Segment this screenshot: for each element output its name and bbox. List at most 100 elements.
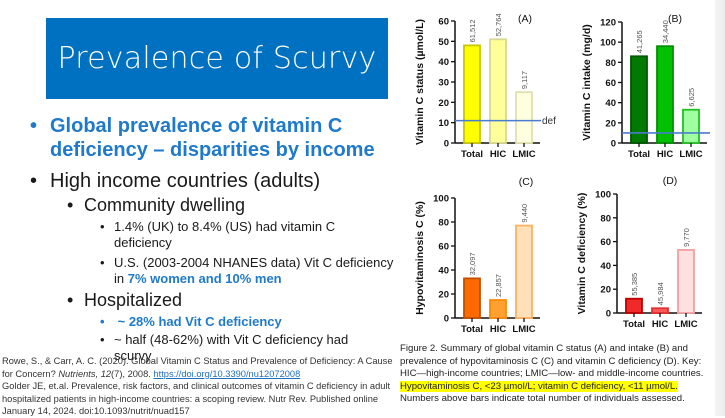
references: Rowe, S., & Carr, A. C. (2020). Global V… — [2, 355, 397, 418]
bar-n-label: 32,097 — [468, 252, 477, 275]
bar-hic — [489, 299, 507, 319]
bar-hic — [656, 45, 674, 144]
bar-n-label: 61,512 — [468, 19, 477, 42]
bullet-nhanes-cont: in 7% women and 10% men — [114, 271, 282, 287]
y-tick-label: 50 — [438, 37, 449, 48]
bar-n-label: 52,764 — [494, 13, 503, 36]
y-tick-label: 80 — [605, 58, 616, 69]
bar-total — [630, 55, 648, 144]
right-edge-shadow — [715, 0, 725, 416]
y-tick-label: 40 — [605, 98, 616, 109]
figure-caption: Figure 2. Summary of global vitamin C st… — [400, 343, 715, 406]
y-tick-label: 80 — [438, 218, 449, 229]
bar-n-label: 9,117 — [520, 71, 529, 89]
chart-panel-c: 0 20 40 60 80 100 Hypovitaminosis C (%) (C) Tota… — [414, 176, 540, 335]
bar-n-label: 6,625 — [687, 88, 696, 107]
y-tick-label: 80 — [600, 213, 611, 224]
slide-title: Prevalence of Scurvy — [57, 41, 377, 76]
reference-golder: Golder JE, et.al. Prevalence, risk facto… — [2, 381, 391, 416]
bar-n-label: 9,440 — [520, 204, 529, 223]
bullet-global-prevalence-cont: deficiency – disparities by income — [50, 139, 375, 161]
chart-panel-a: 0 10 20 30 40 50 60 Vitamin C status (µmol/L) (A… — [414, 13, 556, 160]
caption-tail: Numbers above bars indicate total number… — [400, 393, 685, 405]
x-tick-label: HIC — [652, 319, 669, 330]
chart-panel-b: 0 20 40 60 80 100 120 Vitamin C intake (mg/d) (B… — [581, 13, 710, 160]
bar-n-label: 55,385 — [630, 273, 639, 296]
x-tick-label: LMIC — [512, 149, 535, 160]
reference-line-label: def — [542, 116, 556, 127]
bullet-uk-us-range-cont: deficiency — [114, 235, 172, 250]
y-tick-label: 20 — [605, 118, 616, 129]
bar-n-label: 34,440 — [661, 20, 670, 43]
bar-lmic — [515, 224, 533, 319]
y-tick-label: 0 — [444, 139, 449, 150]
y-tick-label: 100 — [595, 190, 611, 201]
bar-n-label: 22,857 — [494, 274, 503, 297]
y-tick-label: 60 — [600, 237, 611, 248]
y-tick-label: 100 — [433, 194, 449, 205]
panel-label: (D) — [663, 175, 678, 187]
panel-label: (B) — [668, 13, 682, 25]
y-tick-label: 120 — [600, 18, 616, 29]
y-axis-label: Vitamin C deficiency (%) — [576, 193, 588, 315]
chart-panel-d: 0 20 40 60 80 100 Vitamin C deficiency (%) (D) T… — [576, 175, 702, 330]
bullet-community-dwelling: Community dwelling — [67, 195, 245, 216]
x-tick-label: Total — [461, 149, 483, 160]
y-tick-label: 100 — [600, 38, 616, 49]
x-tick-label: Total — [461, 324, 483, 335]
y-tick-label: 40 — [438, 57, 449, 68]
x-tick-label: Total — [623, 319, 645, 330]
y-axis-label: Vitamin C status (µmol/L) — [414, 19, 426, 145]
x-tick-label: HIC — [490, 149, 507, 160]
x-tick-label: HIC — [657, 149, 674, 160]
bar-hic — [651, 307, 669, 314]
nhanes-highlight: 7% women and 10% men — [127, 271, 282, 286]
bar-total — [463, 44, 481, 144]
bar-n-label: 9,770 — [682, 228, 691, 247]
y-tick-label: 0 — [444, 314, 449, 325]
bullet-uk-us-range: 1.4% (UK) to 8.4% (US) had vitamin C — [100, 219, 335, 235]
bar-hic — [489, 38, 507, 144]
y-tick-label: 0 — [611, 139, 616, 150]
y-tick-label: 40 — [438, 266, 449, 277]
slide-title-box: Prevalence of Scurvy — [46, 18, 388, 99]
panel-label: (A) — [518, 13, 532, 25]
reference-rowe: Rowe, S., & Carr, A. C. (2020). Global V… — [2, 355, 397, 380]
y-tick-label: 30 — [438, 78, 449, 89]
bullet-28-percent: ~ 28% had Vit C deficiency — [100, 314, 282, 330]
bar-n-label: 41,265 — [635, 30, 644, 53]
bar-n-label: 45,984 — [656, 282, 665, 305]
bullet-nhanes: U.S. (2003-2004 NHANES data) Vit C defic… — [100, 255, 393, 271]
x-tick-label: LMIC — [674, 319, 697, 330]
x-tick-label: HIC — [490, 324, 507, 335]
x-tick-label: LMIC — [679, 149, 702, 160]
bar-lmic — [682, 108, 700, 144]
y-tick-label: 20 — [438, 290, 449, 301]
caption-highlight: Hypovitaminosis C, <23 µmol/L; vitamin C… — [400, 380, 678, 392]
y-axis-label: Hypovitaminosis C (%) — [414, 201, 426, 315]
bullet-half-scurvy-cont: scurvy — [114, 348, 152, 363]
nhanes-prefix: in — [114, 271, 128, 286]
y-tick-label: 60 — [605, 78, 616, 89]
x-tick-label: Total — [628, 149, 650, 160]
y-tick-label: 60 — [438, 242, 449, 253]
ref1-doi-link[interactable]: https://doi.org/10.3390/nu12072008 — [153, 368, 301, 379]
y-tick-label: 40 — [600, 261, 611, 272]
ref1-rest: (7), 2008. — [111, 368, 154, 379]
y-axis-label: Vitamin C intake (mg/d) — [581, 24, 593, 141]
figure-panels: 0 10 20 30 40 50 60 Vitamin C status (µmol/L) (A… — [395, 0, 715, 340]
bullet-high-income: High income countries (adults) — [30, 170, 320, 193]
bar-lmic — [515, 91, 533, 144]
ref1-text: Rowe, S., & Carr, A. C. (2020). Global V… — [2, 356, 393, 379]
y-tick-label: 60 — [438, 17, 449, 28]
figure-svg: 0 10 20 30 40 50 60 Vitamin C status (µmol/L) (A… — [414, 13, 710, 335]
y-tick-label: 20 — [600, 285, 611, 296]
bullet-hospitalized: Hospitalized — [67, 290, 182, 311]
y-tick-label: 0 — [606, 309, 611, 320]
ref1-journal: Nutrients, 12 — [58, 368, 112, 379]
bullet-global-prevalence: Global prevalence of vitamin C — [30, 115, 342, 138]
bullet-half-scurvy: ~ half (48-62%) with Vit C deficiency ha… — [100, 332, 348, 348]
caption-main: Figure 2. Summary of global vitamin C st… — [400, 343, 704, 380]
bar-total — [625, 297, 643, 314]
y-tick-label: 10 — [438, 118, 449, 129]
